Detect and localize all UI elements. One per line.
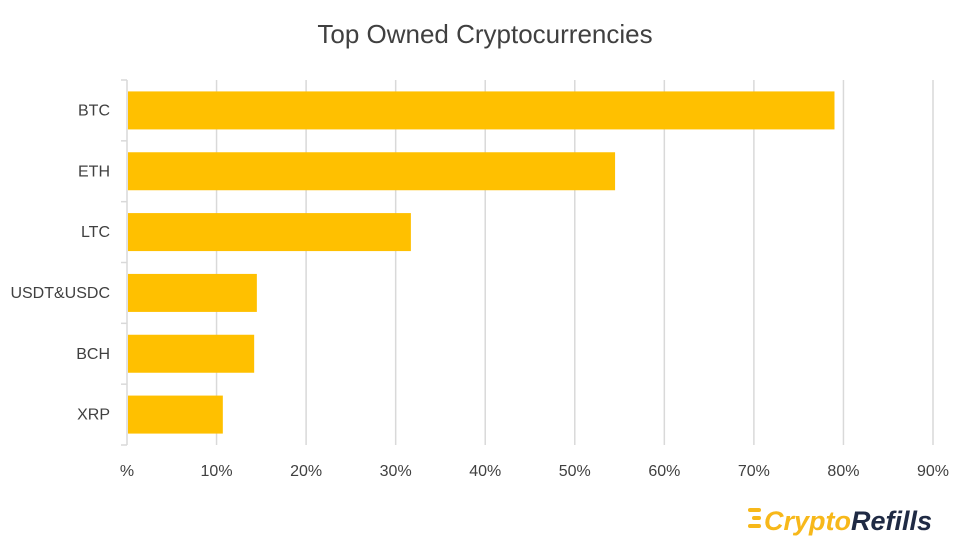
x-tick-label: 80% xyxy=(827,463,859,480)
category-label: XRP xyxy=(77,407,110,424)
bars xyxy=(128,91,835,434)
x-tick-label: 20% xyxy=(290,463,322,480)
crypto-refills-logo-icon xyxy=(748,508,761,528)
x-tick-labels: % 10% 20% 30% 40% 50% 60% 70% 80% 90% xyxy=(120,463,949,480)
bar-eth xyxy=(128,152,616,191)
x-tick-label: 50% xyxy=(559,463,591,480)
category-labels: BTC ETH LTC USDT&USDC BCH XRP xyxy=(10,102,110,423)
bar-bch xyxy=(128,334,255,373)
x-tick-label: % xyxy=(120,463,134,480)
logo-wordmark: CryptoRefills xyxy=(764,506,932,536)
crypto-refills-logo: CryptoRefills xyxy=(748,506,932,536)
x-tick-label: 10% xyxy=(201,463,233,480)
x-tick-label: 60% xyxy=(648,463,680,480)
x-tick-label: 40% xyxy=(469,463,501,480)
category-label: LTC xyxy=(81,224,110,241)
bar-usdt-usdc xyxy=(128,273,257,312)
chart-title: Top Owned Cryptocurrencies xyxy=(317,19,652,49)
x-tick-label: 30% xyxy=(380,463,412,480)
category-label: BCH xyxy=(76,346,110,363)
logo-word-refills: Refills xyxy=(851,506,932,536)
category-label: USDT&USDC xyxy=(10,285,110,302)
logo-word-crypto: Crypto xyxy=(764,506,851,536)
bar-btc xyxy=(128,91,835,130)
x-tick-label: 90% xyxy=(917,463,949,480)
x-tick-label: 70% xyxy=(738,463,770,480)
category-label: ETH xyxy=(78,163,110,180)
gridlines xyxy=(121,79,934,446)
category-label: BTC xyxy=(78,102,110,119)
bar-ltc xyxy=(128,213,411,252)
bar-xrp xyxy=(128,395,223,434)
